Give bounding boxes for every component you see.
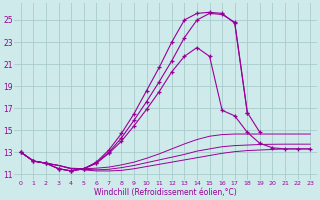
X-axis label: Windchill (Refroidissement éolien,°C): Windchill (Refroidissement éolien,°C)	[94, 188, 237, 197]
